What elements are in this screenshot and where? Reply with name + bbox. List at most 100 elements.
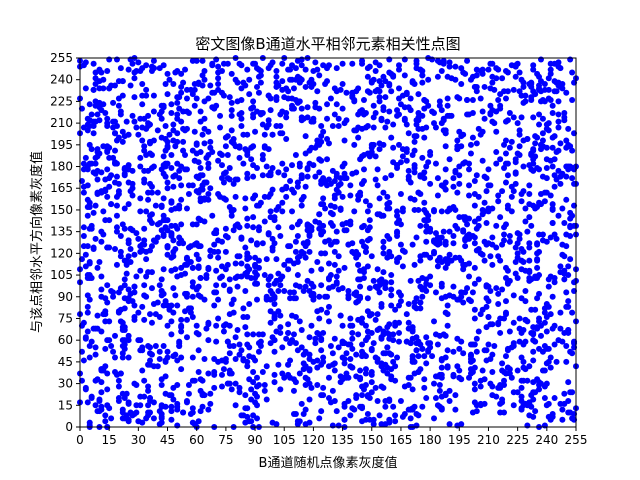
scatter-point: [84, 399, 91, 406]
scatter-point: [427, 340, 434, 347]
scatter-point: [337, 175, 344, 182]
scatter-point: [397, 292, 404, 299]
scatter-point: [275, 82, 282, 89]
chart-title: 密文图像B通道水平相邻元素相关性点图: [195, 35, 460, 53]
scatter-point: [532, 153, 539, 160]
scatter-point: [162, 403, 169, 410]
scatter-point: [421, 134, 428, 141]
scatter-point: [147, 395, 154, 402]
scatter-point: [347, 355, 354, 362]
scatter-point: [438, 280, 445, 287]
scatter-point: [481, 208, 488, 215]
scatter-point: [442, 332, 449, 339]
scatter-point: [308, 280, 315, 287]
scatter-point: [390, 73, 397, 80]
scatter-point: [431, 250, 438, 257]
scatter-point: [557, 263, 564, 270]
scatter-point: [436, 98, 443, 105]
scatter-point: [242, 205, 249, 212]
scatter-point: [355, 331, 362, 338]
scatter-point: [331, 261, 338, 268]
scatter-point: [324, 156, 331, 163]
scatter-point: [238, 235, 245, 242]
scatter-point: [296, 253, 303, 260]
scatter-point: [273, 68, 280, 75]
scatter-point: [452, 222, 459, 229]
scatter-point: [331, 335, 338, 342]
scatter-point: [145, 123, 152, 130]
y-tick-label: 120: [50, 246, 73, 260]
scatter-point: [193, 322, 200, 329]
scatter-point: [98, 238, 105, 245]
scatter-point: [257, 111, 264, 118]
scatter-point: [143, 208, 150, 215]
scatter-point: [565, 272, 572, 279]
scatter-point: [467, 141, 474, 148]
scatter-point: [450, 348, 457, 355]
scatter-point: [427, 344, 434, 351]
scatter-point: [405, 382, 412, 389]
scatter-point: [160, 342, 167, 349]
scatter-point: [458, 257, 465, 264]
scatter-point: [275, 270, 282, 277]
scatter-point: [417, 222, 424, 229]
scatter-point: [201, 125, 208, 132]
scatter-point: [380, 107, 387, 114]
scatter-point: [277, 123, 284, 130]
scatter-point: [501, 377, 508, 384]
scatter-point: [318, 123, 325, 130]
scatter-point: [347, 182, 354, 189]
scatter-point: [281, 261, 288, 268]
scatter-point: [499, 188, 506, 195]
y-tick-label: 105: [50, 268, 73, 282]
scatter-point: [133, 124, 140, 131]
scatter-point: [172, 172, 179, 179]
scatter-point: [183, 334, 190, 341]
scatter-point: [343, 350, 350, 357]
scatter-point: [506, 144, 513, 151]
scatter-point: [201, 218, 208, 225]
scatter-point: [189, 354, 196, 361]
scatter-point: [425, 76, 432, 83]
scatter-point: [117, 306, 124, 313]
scatter-point: [477, 377, 484, 384]
scatter-point: [518, 266, 525, 273]
scatter-point: [296, 318, 303, 325]
scatter-point: [436, 240, 443, 247]
scatter-point: [462, 261, 469, 268]
scatter-point: [392, 306, 399, 313]
scatter-point: [495, 253, 502, 260]
scatter-point: [539, 130, 546, 137]
scatter-point: [164, 91, 171, 98]
scatter-point: [376, 94, 383, 101]
scatter-point: [252, 269, 259, 276]
scatter-point: [195, 347, 202, 354]
scatter-point: [289, 224, 296, 231]
scatter-point: [318, 250, 325, 257]
scatter-point: [514, 230, 521, 237]
scatter-point: [294, 232, 301, 239]
scatter-point: [396, 329, 402, 336]
scatter-point: [94, 149, 101, 156]
scatter-point: [427, 180, 434, 187]
scatter-point: [98, 389, 105, 396]
scatter-point: [110, 293, 117, 300]
scatter-point: [524, 228, 531, 235]
scatter-point: [493, 149, 500, 156]
scatter-point: [394, 354, 401, 361]
scatter-point: [471, 380, 478, 387]
scatter-point: [502, 179, 509, 186]
scatter-point: [407, 415, 414, 422]
scatter-point: [143, 415, 150, 422]
x-tick-label: 75: [218, 433, 233, 447]
scatter-point: [471, 386, 478, 393]
scatter-point: [466, 273, 473, 280]
scatter-point: [374, 397, 381, 404]
scatter-point: [466, 166, 473, 173]
scatter-point: [178, 316, 185, 323]
scatter-point: [96, 68, 103, 75]
scatter-point: [357, 283, 364, 290]
scatter-point: [415, 91, 422, 98]
scatter-point: [320, 62, 327, 69]
scatter-point: [141, 393, 148, 400]
